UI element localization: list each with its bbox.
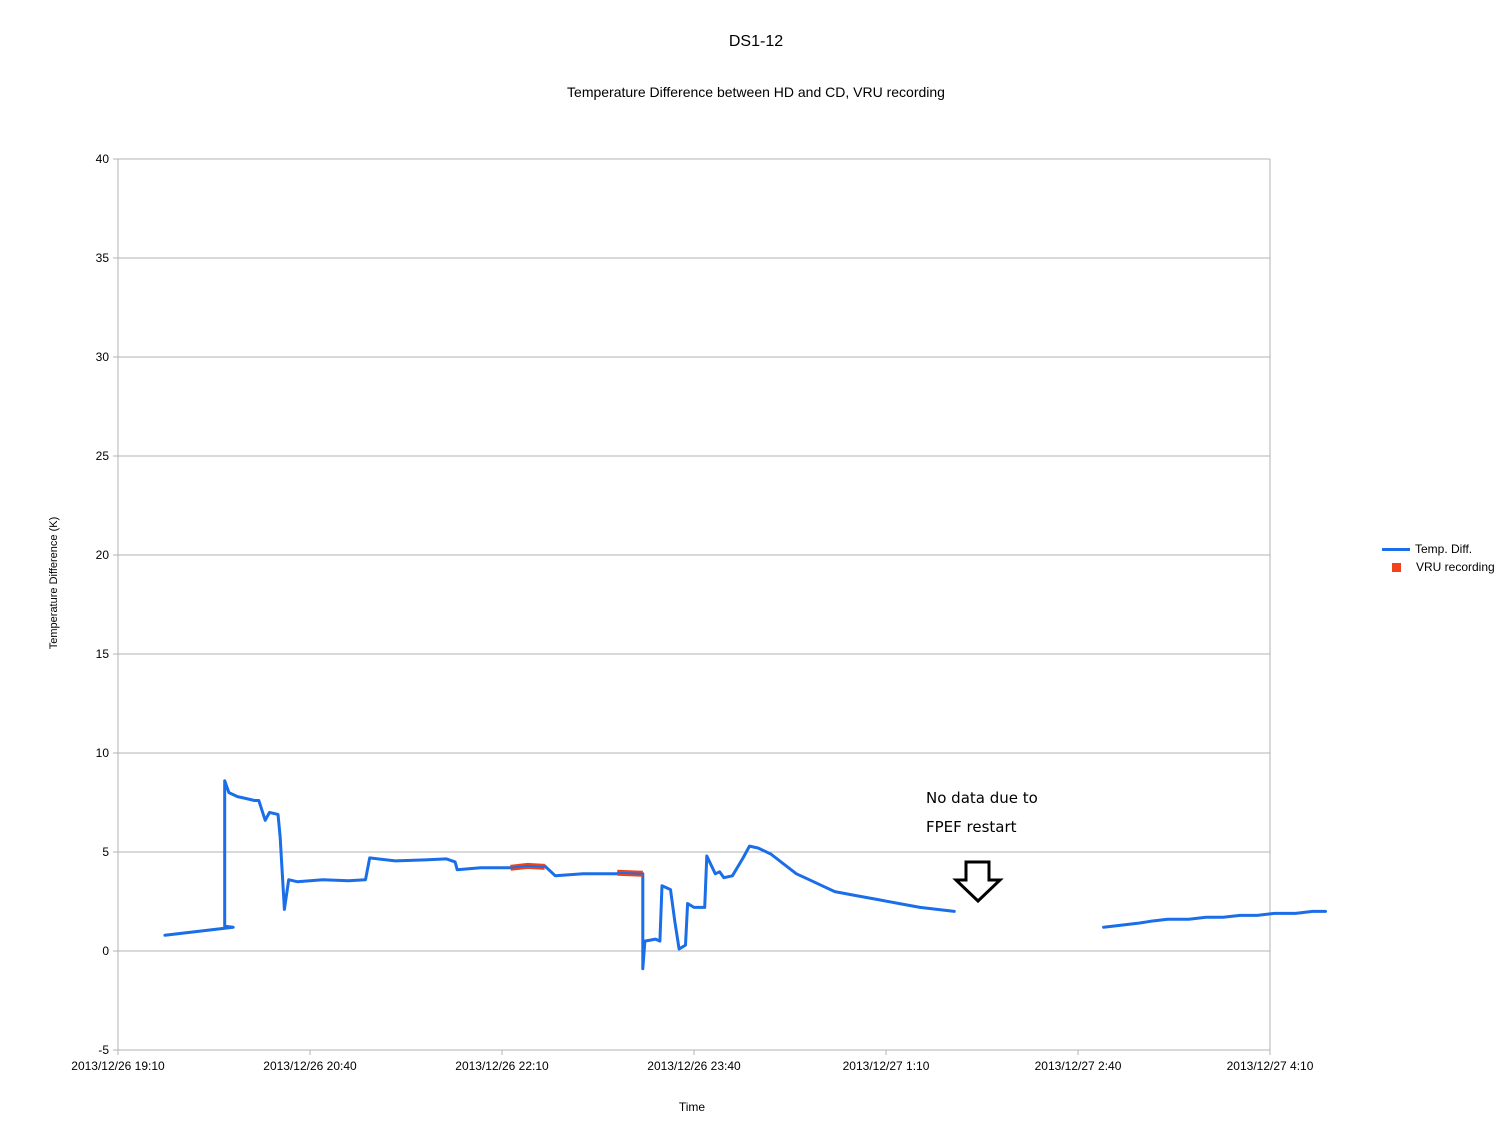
x-tick-label: 2013/12/26 19:10 xyxy=(71,1059,165,1073)
y-axis-label: Temperature Difference (K) xyxy=(48,517,60,649)
down-arrow-icon xyxy=(952,860,1004,904)
x-tick-label: 2013/12/26 22:10 xyxy=(455,1059,549,1073)
temp-diff-line-overlay xyxy=(617,871,643,875)
y-tick-label: 20 xyxy=(96,548,110,562)
x-axis-label: Time xyxy=(679,1100,706,1114)
y-tick-label: 15 xyxy=(96,647,110,661)
chart-axes xyxy=(117,159,1271,1055)
y-tick-label: 5 xyxy=(102,845,109,859)
legend-item-vru: VRU recording xyxy=(1382,558,1495,576)
y-tick-label: 40 xyxy=(96,152,110,166)
y-tick-label: 0 xyxy=(102,944,109,958)
chart-title: DS1-12 xyxy=(728,33,784,50)
y-tick-label: 35 xyxy=(96,251,110,265)
x-tick-labels: 2013/12/26 19:10 2013/12/26 20:40 2013/12/… xyxy=(71,1059,1313,1073)
y-grid xyxy=(113,158,1270,1051)
y-tick-label: 10 xyxy=(96,746,110,760)
temp-diff-line-overlay xyxy=(510,864,545,869)
y-tick-label: 25 xyxy=(96,449,110,463)
x-tick-label: 2013/12/27 4:10 xyxy=(1227,1059,1314,1073)
temp-diff-line xyxy=(1102,909,1327,929)
series-lines xyxy=(163,779,1327,971)
y-tick-labels: -5 0 5 10 15 20 25 30 35 40 xyxy=(96,152,110,1057)
x-tick-label: 2013/12/26 23:40 xyxy=(647,1059,741,1073)
chart-subtitle: Temperature Difference between HD and CD… xyxy=(567,84,945,100)
legend-square-swatch xyxy=(1392,562,1401,572)
x-tick-label: 2013/12/26 20:40 xyxy=(263,1059,357,1073)
temp-diff-line xyxy=(163,779,956,971)
y-tick-label: -5 xyxy=(98,1043,109,1057)
legend-label: Temp. Diff. xyxy=(1415,542,1473,556)
annotation-line-1: No data due to xyxy=(926,789,1038,807)
y-tick-label: 30 xyxy=(96,350,110,364)
x-tick-label: 2013/12/27 2:40 xyxy=(1035,1059,1122,1073)
legend-label: VRU recording xyxy=(1416,560,1495,574)
legend: Temp. Diff. VRU recording xyxy=(1382,540,1495,576)
legend-item-temp-diff: Temp. Diff. xyxy=(1382,540,1495,558)
annotation-line-2: FPEF restart xyxy=(926,818,1017,836)
legend-line-swatch xyxy=(1382,547,1410,551)
x-tick-label: 2013/12/27 1:10 xyxy=(843,1059,930,1073)
